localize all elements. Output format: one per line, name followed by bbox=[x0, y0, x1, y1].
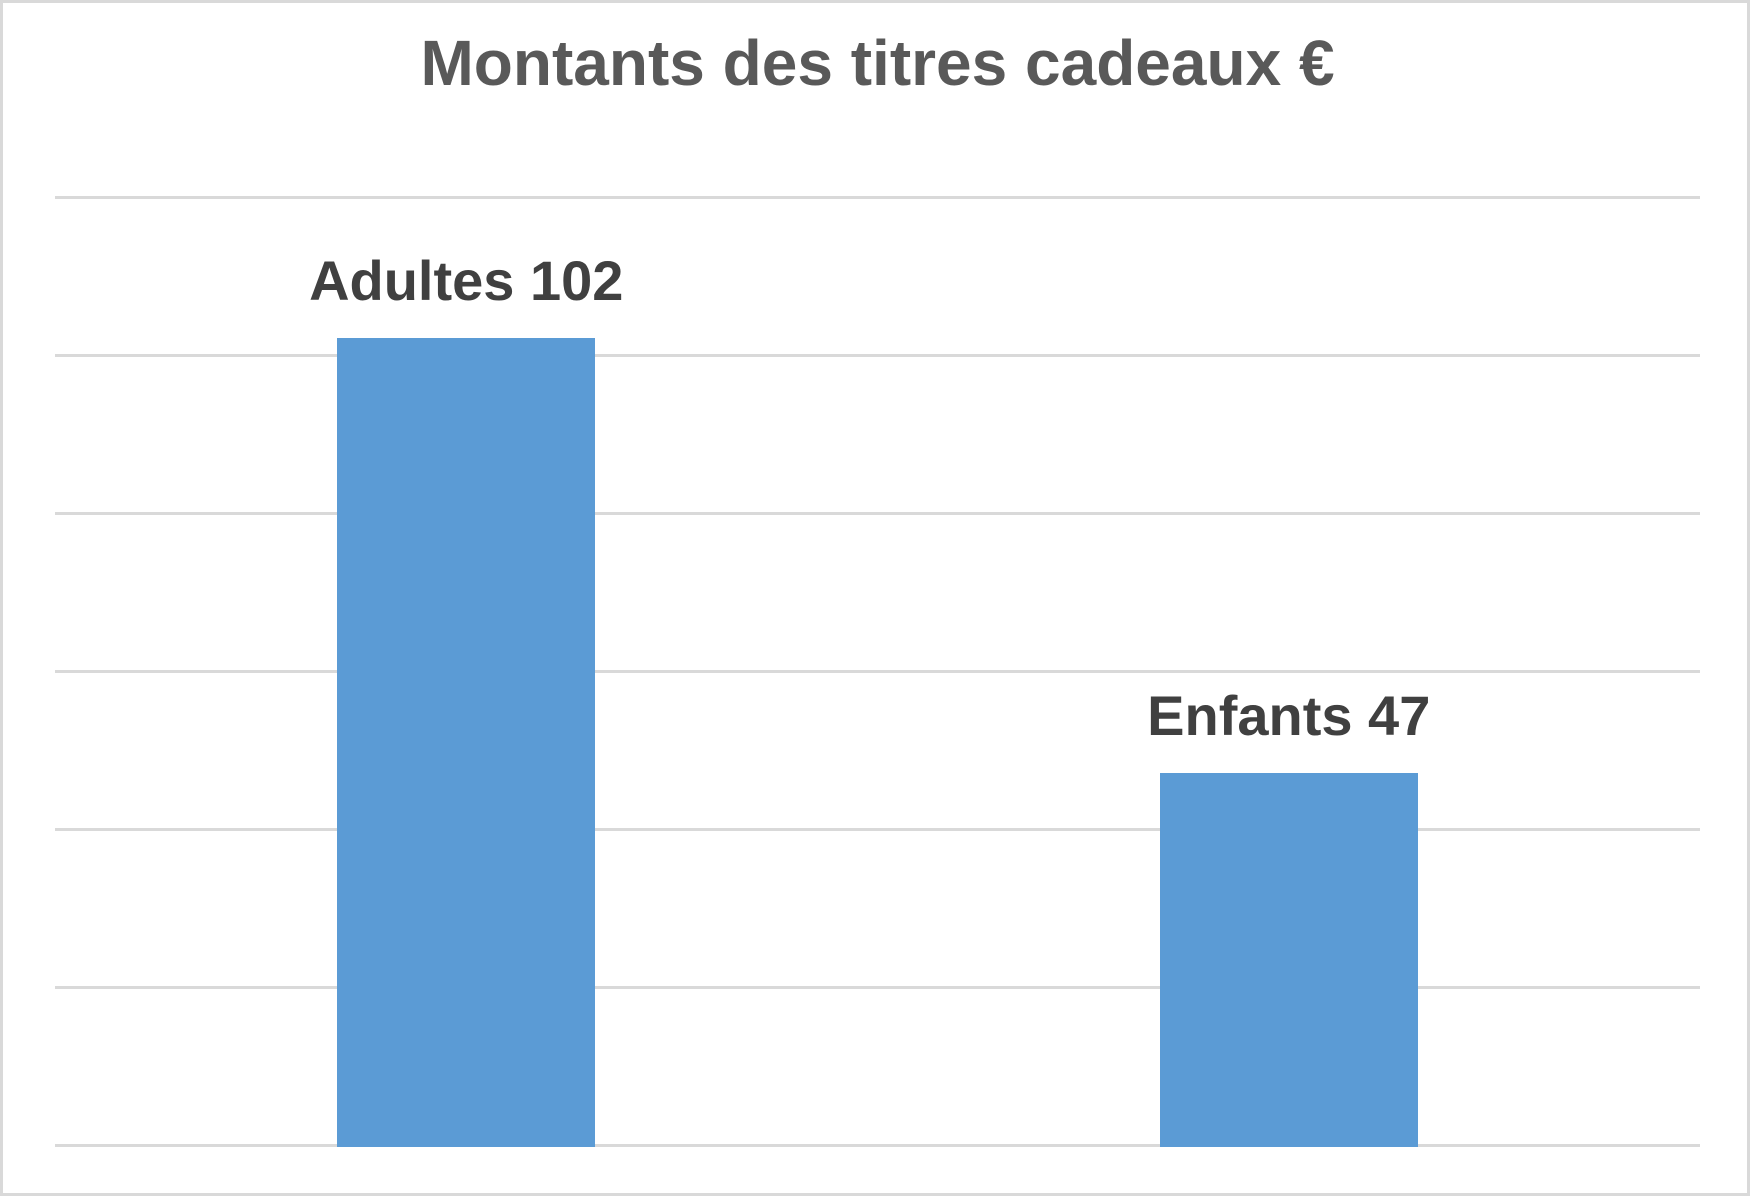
gridline bbox=[55, 354, 1700, 357]
bar-label-enfants: Enfants 47 bbox=[1147, 683, 1431, 747]
chart-title: Montants des titres cadeaux € bbox=[420, 27, 1335, 99]
gridline bbox=[55, 828, 1700, 831]
bar-label-adultes: Adultes 102 bbox=[309, 249, 624, 313]
gridline bbox=[55, 986, 1700, 989]
gridline bbox=[55, 512, 1700, 515]
bar-adultes bbox=[337, 338, 596, 1147]
gridline bbox=[55, 670, 1700, 673]
gridline bbox=[55, 196, 1700, 199]
bar-enfants bbox=[1159, 772, 1418, 1147]
plot-area: Adultes 102 Enfants 47 bbox=[55, 196, 1700, 1147]
gridline bbox=[55, 1144, 1700, 1147]
